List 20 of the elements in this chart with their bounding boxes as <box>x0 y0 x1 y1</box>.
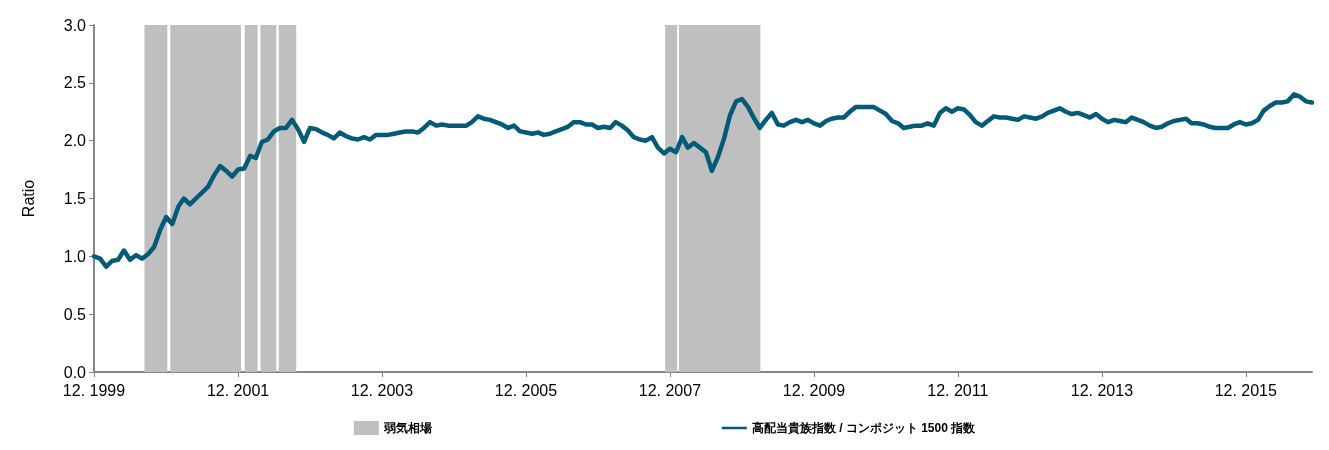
y-tick-label: 2.0 <box>63 132 87 150</box>
x-tick-label: 12. 2015 <box>1214 381 1278 399</box>
y-tick-label: 0.5 <box>63 305 87 323</box>
y-tick-label: 3.0 <box>63 16 87 34</box>
legend-label: 弱気相場 <box>382 421 432 435</box>
legend-label: 高配当貴族指数 / コンポジット 1500 指数 <box>751 421 977 435</box>
y-tick-label: 2.5 <box>63 74 87 92</box>
y-tick-label: 1.5 <box>63 190 87 207</box>
x-tick-label: 12. 2007 <box>638 381 702 399</box>
x-tick-label: 12. 2013 <box>1070 381 1134 399</box>
line-series <box>91 92 1315 269</box>
x-tick-label: 12. 2003 <box>350 381 414 399</box>
y-axis-title: Ratio <box>19 179 37 218</box>
y-tick-label: 1.0 <box>63 247 87 265</box>
x-tick-label: 12. 2009 <box>782 381 846 399</box>
y-tick-label: 0.0 <box>63 363 87 381</box>
x-tick-label: 12. 2011 <box>927 381 989 399</box>
x-tick-label: 12. 2005 <box>494 381 558 399</box>
x-tick-label: 12. 1999 <box>62 381 126 399</box>
x-tick-label: 12. 2001 <box>206 381 270 399</box>
